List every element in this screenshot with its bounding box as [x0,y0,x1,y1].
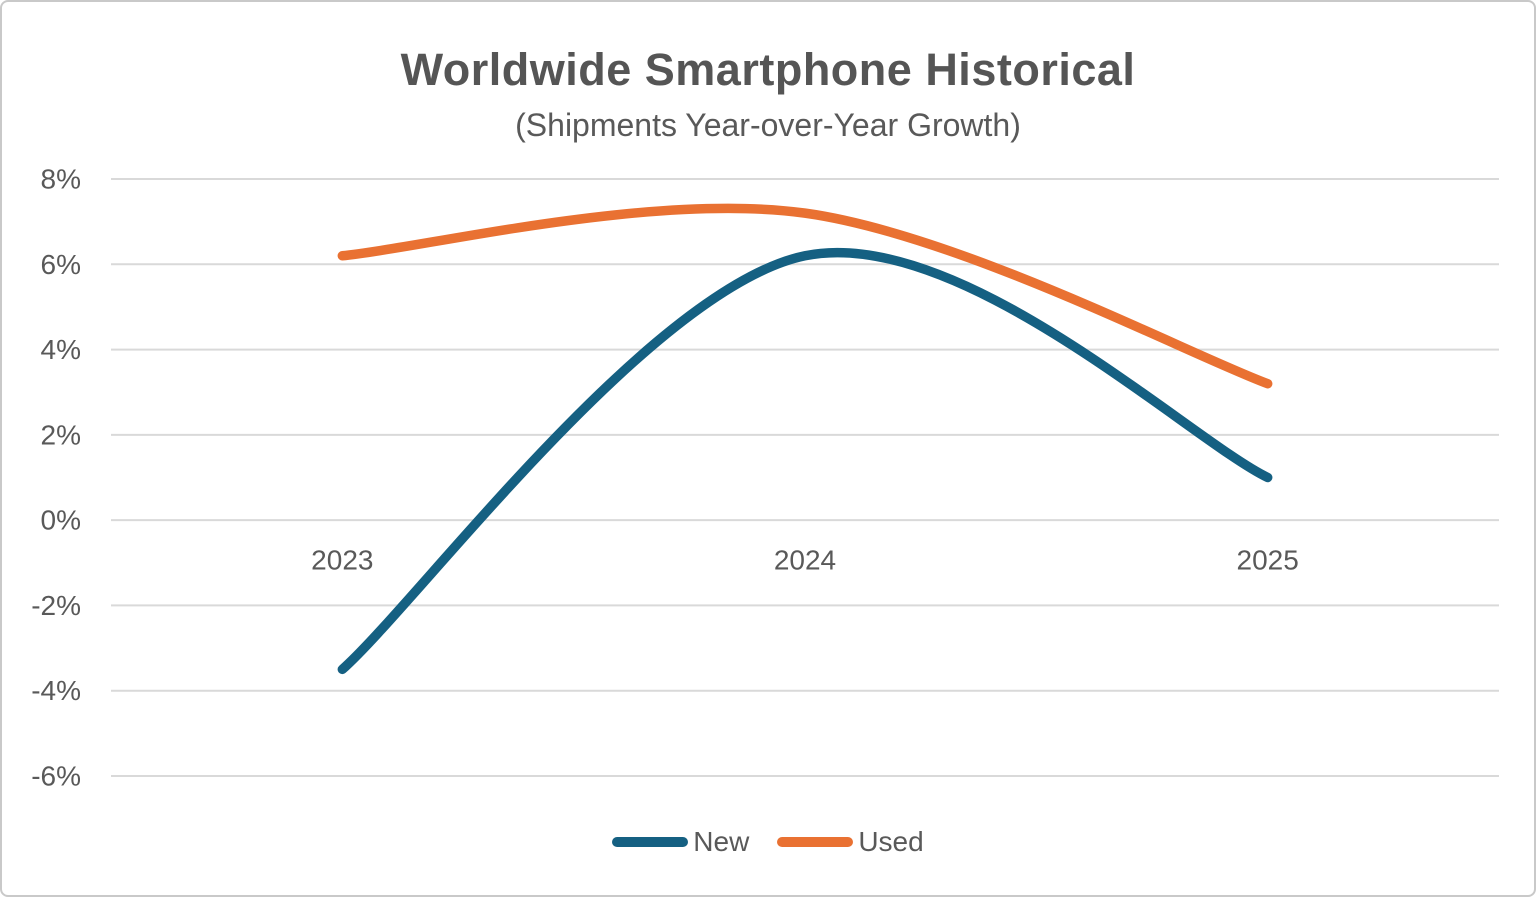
legend-label-new: New [693,826,750,857]
legend-label-used: Used [858,826,924,857]
y-axis-tick-label: 4% [41,334,81,365]
y-axis-tick-label: 2% [41,419,81,450]
x-axis-tick-label: 2023 [311,545,373,576]
legend-swatch-used [777,837,854,847]
legend: New Used [2,828,1534,856]
chart-subtitle: (Shipments Year-over-Year Growth) [515,107,1021,143]
y-axis-tick-label: -2% [31,590,81,621]
x-axis-tick-label: 2024 [774,545,836,576]
series-line-new [337,247,1273,675]
series-line-used [337,203,1273,389]
y-axis-tick-label: 6% [41,249,81,280]
legend-swatch-new [612,837,689,847]
y-axis-tick-label: -6% [31,761,81,792]
y-axis-tick-label: 0% [41,505,81,536]
y-axis-tick-label: -4% [31,675,81,706]
legend-item-new: New [612,828,749,856]
chart-title: Worldwide Smartphone Historical [400,44,1136,95]
legend-item-used: Used [777,826,924,857]
y-axis-tick-label: 8% [41,164,81,195]
x-axis-tick-label: 2025 [1237,545,1299,576]
